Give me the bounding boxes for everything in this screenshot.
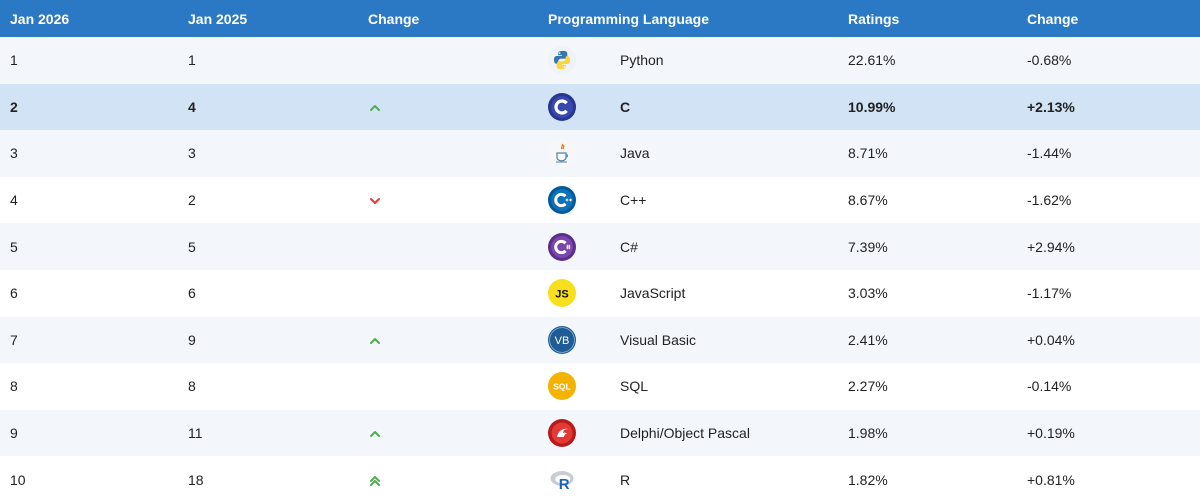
rank-previous: 5 <box>188 238 196 255</box>
table-row: 3 3 Java 8.71% -1.44% <box>0 130 1200 177</box>
rank-previous: 1 <box>188 52 196 69</box>
rating-change: -1.62% <box>1027 192 1072 209</box>
table-row: 4 2 C++ 8.67% -1.62% <box>0 177 1200 224</box>
rating-value: 1.98% <box>848 425 888 442</box>
rating-value: 22.61% <box>848 52 896 69</box>
header-jan-2025[interactable]: Jan 2025 <box>188 10 248 27</box>
table-header: Jan 2026 Jan 2025 Change Programming Lan… <box>0 0 1200 37</box>
rank-current: 3 <box>10 145 18 162</box>
trend-up-icon <box>368 334 382 346</box>
rating-change: -1.44% <box>1027 145 1072 162</box>
table-row: 6 6 JS JavaScript 3.03% -1.17% <box>0 270 1200 317</box>
java-icon <box>548 139 576 168</box>
rating-change: +2.94% <box>1027 238 1075 255</box>
table-row: 2 4 C 10.99% +2.13% <box>0 83 1200 131</box>
language-name: Java <box>620 145 650 162</box>
rank-previous: 18 <box>188 471 204 488</box>
cpp-icon <box>548 186 576 215</box>
trend-up-icon <box>368 101 382 113</box>
python-icon <box>548 46 576 75</box>
rating-value: 10.99% <box>848 98 896 115</box>
rating-value: 1.82% <box>848 471 888 488</box>
header-ratings[interactable]: Ratings <box>848 10 900 27</box>
language-name: Python <box>620 52 664 69</box>
rating-value: 8.71% <box>848 145 888 162</box>
rating-value: 2.27% <box>848 378 888 395</box>
table-row: 1 1 Python 22.61% -0.68% <box>0 37 1200 84</box>
sql-icon: SQL <box>548 372 576 401</box>
language-name: C <box>620 98 631 115</box>
table-row: 10 18 R R 1.82% +0.81% <box>0 456 1200 503</box>
rank-previous: 11 <box>188 425 203 442</box>
language-name: Delphi/Object Pascal <box>620 425 750 442</box>
trend-down-icon <box>368 194 382 206</box>
rank-previous: 9 <box>188 331 196 348</box>
header-change[interactable]: Change <box>368 10 420 27</box>
header-language[interactable]: Programming Language <box>548 10 710 27</box>
rank-current: 4 <box>10 192 18 209</box>
rating-change: +0.04% <box>1027 331 1075 348</box>
rating-change: -0.68% <box>1027 52 1072 69</box>
rating-change: +0.81% <box>1027 471 1075 488</box>
rank-current: 10 <box>10 471 26 488</box>
rank-current: 8 <box>10 378 18 395</box>
trend-up-icon <box>368 427 382 439</box>
trend-double-up-icon <box>368 474 382 486</box>
rank-current: 6 <box>10 285 18 302</box>
rating-value: 8.67% <box>848 192 888 209</box>
rating-value: 3.03% <box>848 285 888 302</box>
r-icon: R <box>548 466 576 494</box>
language-name: C# <box>620 238 638 255</box>
rating-change: -1.17% <box>1027 285 1072 302</box>
rank-current: 1 <box>10 52 18 69</box>
rating-change: -0.14% <box>1027 378 1072 395</box>
language-name: SQL <box>620 378 649 395</box>
table-row: 8 8 SQL SQL 2.27% -0.14% <box>0 363 1200 410</box>
svg-text:SQL: SQL <box>553 382 570 392</box>
rank-current: 7 <box>10 331 18 348</box>
table-row: 7 9 VB Visual Basic 2.41% +0.04% <box>0 316 1200 364</box>
rank-previous: 2 <box>188 192 196 209</box>
rating-value: 7.39% <box>848 238 888 255</box>
svg-text:R: R <box>559 476 570 493</box>
language-name: C++ <box>620 192 647 209</box>
table-row: 5 5 C# 7.39% +2.94% <box>0 223 1200 270</box>
visual-basic-icon: VB <box>548 325 576 354</box>
rating-change: +2.13% <box>1027 98 1075 115</box>
rank-previous: 4 <box>188 98 196 115</box>
rank-current: 9 <box>10 425 18 442</box>
language-name: JavaScript <box>620 285 686 302</box>
javascript-icon: JS <box>548 279 576 308</box>
rank-current: 5 <box>10 238 18 255</box>
language-name: Visual Basic <box>620 331 697 348</box>
table-row: 9 11 Delphi/Object Pascal 1.98% +0.19% <box>0 409 1200 457</box>
header-jan-2026[interactable]: Jan 2026 <box>10 10 70 27</box>
svg-text:VB: VB <box>555 335 570 347</box>
csharp-icon <box>548 232 576 261</box>
delphi-icon <box>548 419 576 448</box>
rank-previous: 8 <box>188 378 196 395</box>
header-ratings-change[interactable]: Change <box>1027 10 1079 27</box>
language-name: R <box>620 471 631 488</box>
rating-change: +0.19% <box>1027 425 1075 442</box>
rank-current: 2 <box>10 98 18 115</box>
rank-previous: 3 <box>188 145 196 162</box>
rank-previous: 6 <box>188 285 196 302</box>
c-icon <box>548 92 576 121</box>
svg-text:JS: JS <box>555 289 568 301</box>
rating-value: 2.41% <box>848 331 888 348</box>
